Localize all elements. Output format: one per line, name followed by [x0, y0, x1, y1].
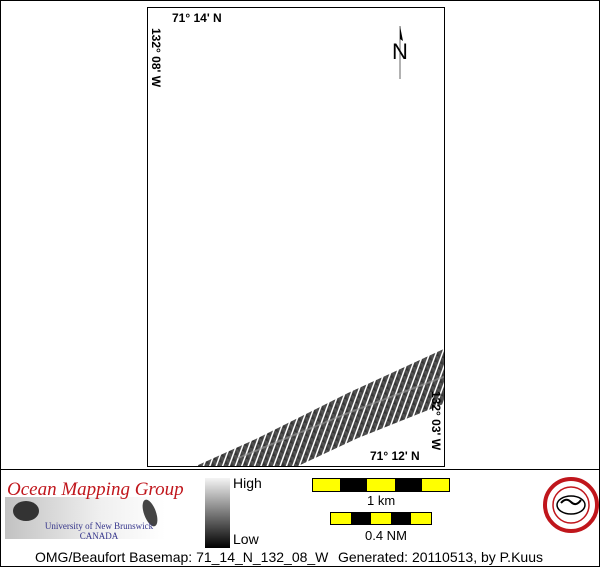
country-label: CANADA	[79, 531, 119, 541]
nm-bar	[330, 512, 432, 525]
km-bar	[312, 478, 450, 492]
right-longitude-label: 132° 03' W	[429, 391, 443, 451]
map-frame[interactable]: 71° 14' N 132° 08' W 71° 12' N 132° 03' …	[147, 7, 445, 467]
north-arrow: N	[390, 21, 410, 79]
top-latitude-label: 71° 14' N	[172, 11, 222, 25]
unb-seal-logo	[543, 477, 599, 533]
university-label: University of New Brunswick	[44, 521, 154, 531]
university-name: University of New Brunswick CANADA	[39, 521, 159, 541]
divider	[1, 469, 599, 470]
left-longitude-label: 132° 08' W	[149, 28, 163, 88]
bottom-latitude-label: 71° 12' N	[370, 449, 420, 463]
nm-label: 0.4 NM	[365, 528, 407, 543]
north-arrow-icon	[399, 26, 403, 79]
basemap-title: OMG/Beaufort Basemap: 71_14_N_132_08_W	[35, 549, 329, 565]
north-label: N	[392, 39, 408, 64]
group-name: Ocean Mapping Group	[7, 479, 184, 500]
generated-info: Generated: 20110513, by P.Kuus	[338, 549, 543, 565]
bathymetry-swath	[196, 348, 444, 466]
legend-low: Low	[233, 531, 259, 547]
dark-blob	[13, 501, 39, 521]
gradient-bar	[205, 478, 230, 548]
legend-high: High	[233, 475, 262, 491]
km-label: 1 km	[367, 493, 396, 508]
